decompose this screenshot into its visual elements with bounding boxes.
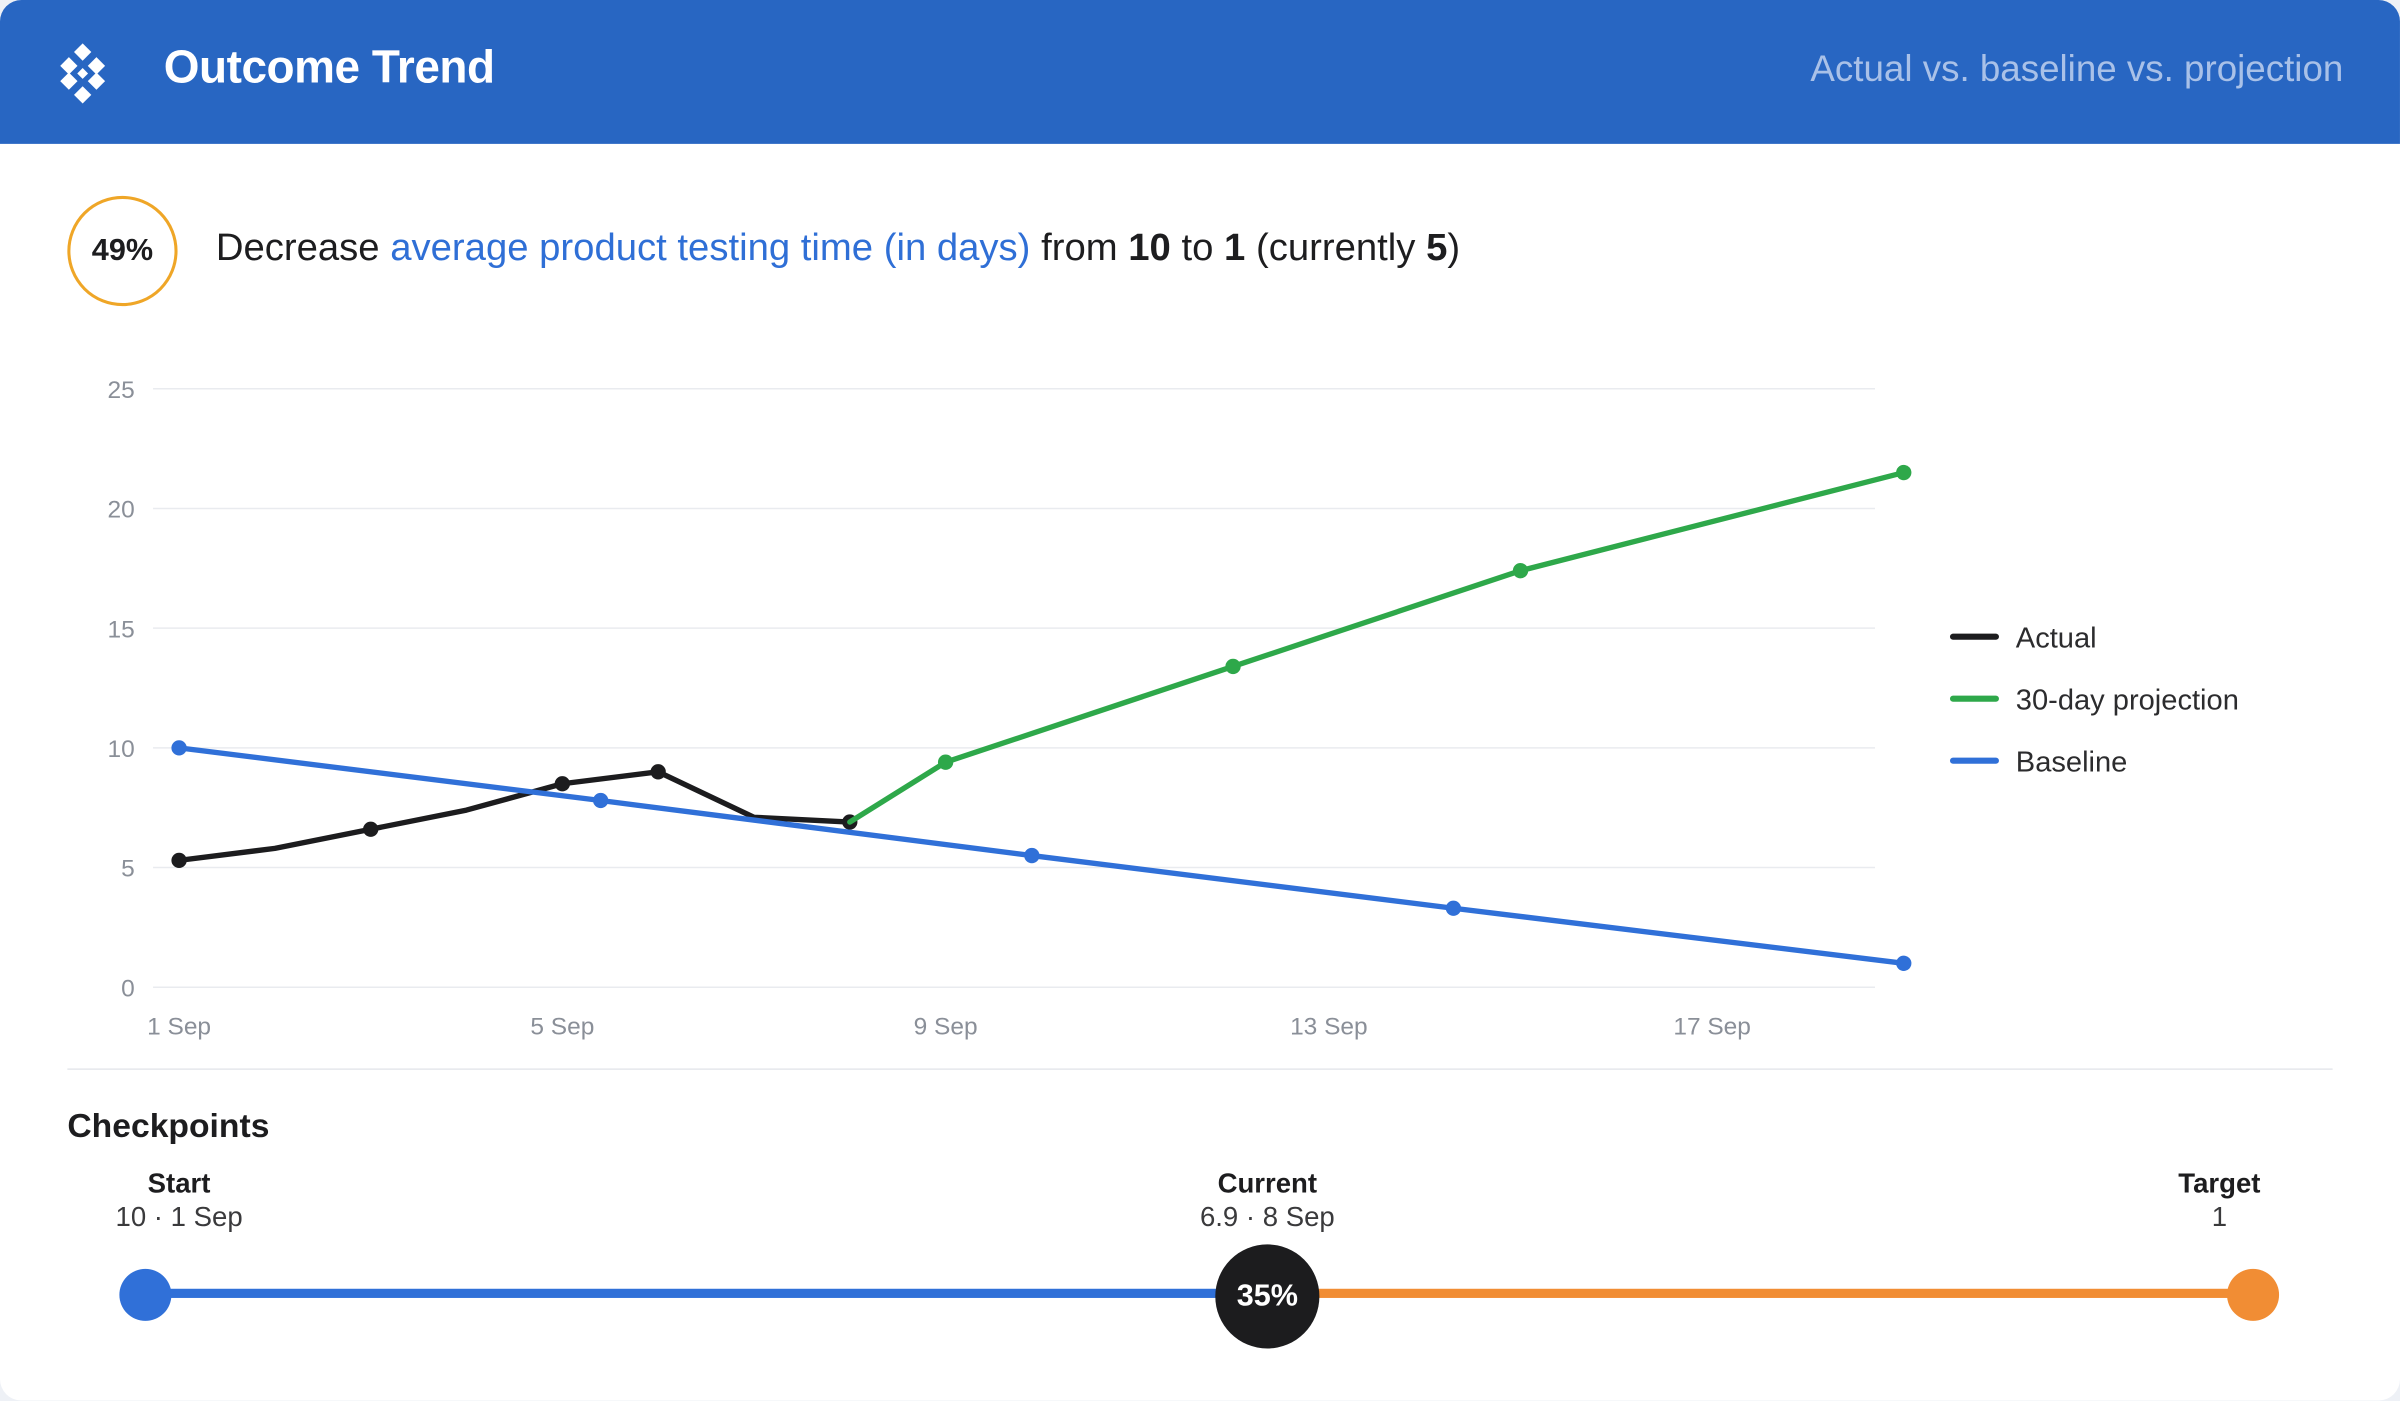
x-tick-label: 17 Sep <box>1673 1014 1751 1041</box>
goal-progress-badge: 49% <box>67 195 178 307</box>
goal-from-value: 10 <box>1128 226 1171 270</box>
header-bar: Outcome Trend Actual vs. baseline vs. pr… <box>0 0 2400 144</box>
y-tick-label: 15 <box>107 616 134 643</box>
data-point-baseline <box>1445 900 1462 916</box>
data-point-30-day-projection <box>1512 563 1529 579</box>
series-line-actual <box>176 769 853 864</box>
legend-label-30-day-projection: 30-day projection <box>2016 684 2239 716</box>
goal-verb: Decrease <box>215 226 380 270</box>
goal-from-word: from <box>1041 226 1118 270</box>
section-divider <box>67 1068 2333 1070</box>
data-point-baseline <box>1024 847 1040 864</box>
y-tick-label: 5 <box>121 856 135 883</box>
outcome-line-chart: 0 5 10 15 20 25 1 Sep 5 Sep 9 Sep 13 Sep 17 Sep Act… <box>107 377 2239 1041</box>
checkpoint-track-remaining <box>1267 1288 2254 1298</box>
legend-label-actual: Actual <box>2016 622 2097 654</box>
goal-metric-link[interactable]: average product testing time (in days) <box>390 226 1031 270</box>
checkpoint-target-name: Target <box>2178 1167 2261 1199</box>
page-subtitle: Actual vs. baseline vs. projection <box>1810 48 2344 91</box>
goal-statement: Decrease average product testing time (i… <box>216 225 1532 271</box>
data-point-baseline <box>593 792 609 809</box>
checkpoint-target-dot[interactable] <box>2227 1268 2280 1321</box>
goal-close-paren: ) <box>1447 226 1461 270</box>
checkpoint-current-label: Current 6.9 · 8 Sep <box>1114 1166 1420 1233</box>
checkpoint-current-value: 6.9 · 8 Sep <box>1199 1201 1335 1233</box>
series-line-30-day-projection <box>847 469 1907 825</box>
y-tick-label: 10 <box>107 736 134 763</box>
diamond-grid-logo-icon <box>60 43 106 104</box>
y-tick-label: 0 <box>121 975 135 1002</box>
goal-current-value: 5 <box>1426 226 1448 270</box>
page-title: Outcome Trend <box>163 42 495 94</box>
legend-label-baseline: Baseline <box>2016 746 2128 778</box>
data-point-actual <box>650 764 666 780</box>
checkpoint-current-name: Current <box>1217 1167 1318 1199</box>
x-tick-label: 5 Sep <box>530 1014 594 1041</box>
data-point-30-day-projection <box>1225 658 1241 675</box>
checkpoint-start-label: Start 10 · 1 Sep <box>26 1166 332 1233</box>
data-point-30-day-projection <box>937 754 954 770</box>
series-line-baseline <box>176 745 1907 966</box>
checkpoints-title: Checkpoints <box>67 1106 270 1145</box>
goal-to-value: 1 <box>1224 226 1246 270</box>
data-point-actual <box>363 821 379 837</box>
checkpoint-target-value: 1 <box>2211 1201 2228 1233</box>
y-tick-label: 20 <box>107 497 134 524</box>
x-tick-label: 1 Sep <box>147 1014 211 1041</box>
goal-to-word: to <box>1181 226 1214 270</box>
x-tick-label: 13 Sep <box>1290 1014 1368 1041</box>
data-point-actual <box>171 852 187 869</box>
data-point-30-day-projection <box>1896 464 1912 481</box>
data-point-baseline <box>1896 955 1912 971</box>
checkpoint-start-dot[interactable] <box>119 1268 172 1321</box>
data-point-baseline <box>171 740 187 756</box>
checkpoint-track-done <box>145 1288 1268 1298</box>
data-point-actual <box>554 776 570 792</box>
checkpoint-target-label: Target 1 <box>2066 1166 2372 1233</box>
checkpoint-start-name: Start <box>147 1167 211 1199</box>
y-tick-label: 25 <box>107 377 134 404</box>
checkpoint-start-value: 10 · 1 Sep <box>115 1201 243 1233</box>
x-tick-label: 9 Sep <box>914 1014 978 1041</box>
goal-currently-word: (currently <box>1255 226 1416 270</box>
checkpoint-current-dot[interactable]: 35% <box>1215 1244 1320 1349</box>
